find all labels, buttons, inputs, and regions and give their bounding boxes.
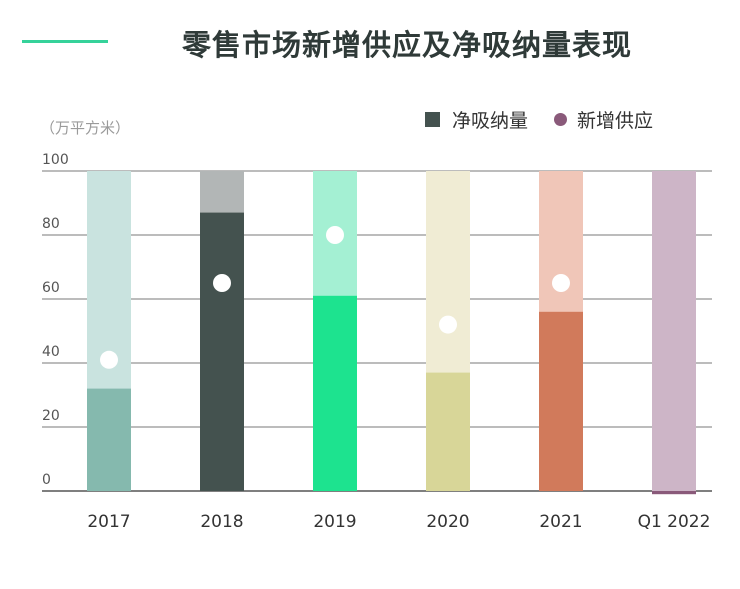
dot-new-supply-2017 [100, 350, 118, 369]
x-label-2018: 2018 [200, 512, 243, 532]
x-label-2017: 2017 [87, 512, 130, 532]
dot-new-supply-2018 [213, 274, 231, 292]
legend-label-absorption: 净吸纳量 [452, 110, 529, 132]
x-label-2020: 2020 [426, 512, 469, 532]
bars [87, 171, 696, 495]
bar-absorption-Q1 2022 [652, 491, 696, 495]
bar-absorption-2021 [539, 311, 583, 491]
y-tick-20: 20 [42, 408, 60, 424]
legend-dot-new-supply [554, 113, 568, 126]
y-tick-0: 0 [42, 472, 51, 488]
bar-absorption-2020 [426, 372, 470, 491]
y-tick-labels: 0 20 40 60 80 100 [42, 152, 69, 488]
x-label-Q1 2022: Q1 2022 [638, 512, 711, 532]
x-category-labels: 2017 2018 2019 2020 2021 Q1 2022 [87, 512, 710, 532]
y-tick-40: 40 [42, 344, 60, 360]
bar-absorption-2019 [313, 295, 357, 491]
dot-new-supply-2019 [326, 226, 344, 244]
bar-background-Q1 2022 [652, 171, 696, 491]
bar-absorption-2017 [87, 388, 131, 491]
x-label-2021: 2021 [539, 512, 582, 532]
grid-lines [42, 170, 712, 492]
y-tick-100: 100 [42, 152, 69, 168]
title-accent-line [22, 40, 108, 43]
legend-swatch-absorption [425, 112, 440, 127]
y-tick-80: 80 [42, 216, 60, 232]
legend-item-new-supply: 新增供应 [554, 106, 653, 133]
dot-new-supply-2020 [439, 315, 457, 334]
supply-dots [100, 226, 570, 369]
y-tick-60: 60 [42, 280, 60, 296]
y-axis-unit: （万平方米） [40, 119, 131, 137]
bar-absorption-2018 [200, 212, 244, 491]
x-label-2019: 2019 [313, 512, 356, 532]
legend-label-new-supply: 新增供应 [577, 110, 654, 132]
chart-title: 零售市场新增供应及净吸纳量表现 [182, 28, 633, 62]
dot-new-supply-2021 [552, 274, 570, 292]
legend-item-absorption: 净吸纳量 [425, 106, 528, 133]
legend: 净吸纳量 新增供应 [425, 106, 679, 133]
